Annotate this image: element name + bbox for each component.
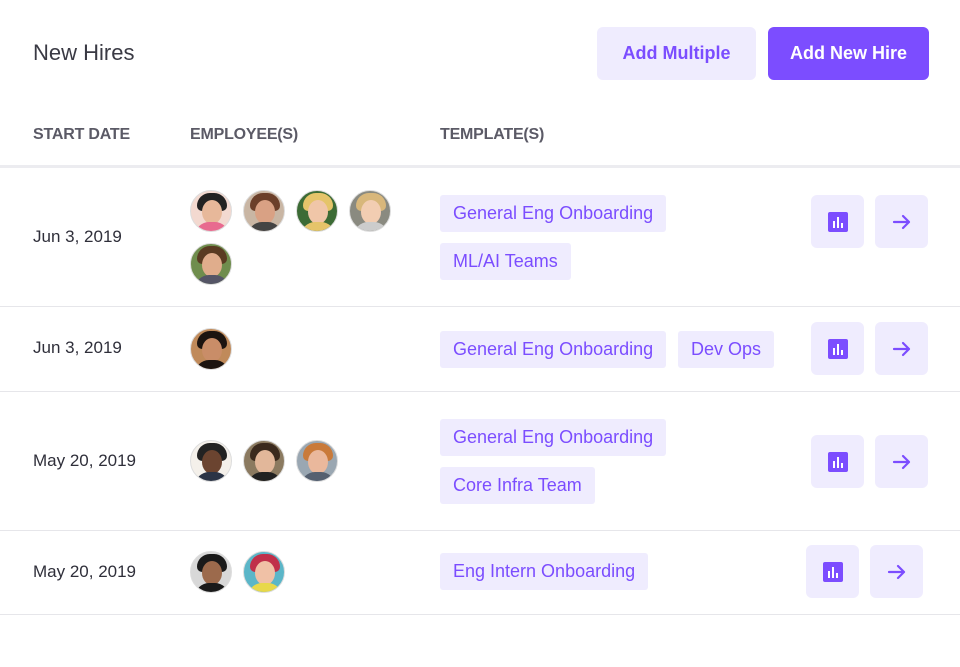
- bar-chart-icon: [827, 338, 848, 359]
- column-header-start-date[interactable]: START DATE: [33, 126, 130, 143]
- column-header-templates: TEMPLATE(S): [440, 126, 545, 143]
- column-header-employees[interactable]: EMPLOYEE(S): [190, 126, 299, 143]
- arrow-right-icon: [892, 454, 910, 469]
- open-button[interactable]: [870, 545, 923, 598]
- bar-chart-icon: [827, 451, 848, 472]
- report-button[interactable]: [811, 322, 864, 375]
- open-button[interactable]: [875, 322, 928, 375]
- add-multiple-button[interactable]: Add Multiple: [597, 27, 756, 80]
- report-button[interactable]: [811, 195, 864, 248]
- template-tag[interactable]: Dev Ops: [678, 331, 775, 368]
- avatar[interactable]: [243, 551, 285, 593]
- start-date: Jun 3, 2019: [33, 227, 122, 246]
- avatar[interactable]: [190, 243, 232, 285]
- bar-chart-icon: [822, 561, 843, 582]
- report-button[interactable]: [811, 435, 864, 488]
- avatar[interactable]: [190, 440, 232, 482]
- table-row[interactable]: May 20, 2019 Eng Intern Onboarding: [0, 531, 960, 615]
- avatar[interactable]: [190, 190, 232, 232]
- table-row[interactable]: Jun 3, 2019 General Eng Onboarding ML/AI…: [0, 168, 960, 307]
- table-row[interactable]: Jun 3, 2019 General Eng Onboarding Dev O…: [0, 307, 960, 392]
- template-tag[interactable]: General Eng Onboarding: [440, 331, 667, 368]
- arrow-right-icon: [892, 341, 910, 356]
- avatar[interactable]: [190, 328, 232, 370]
- template-tag[interactable]: Eng Intern Onboarding: [440, 553, 649, 590]
- arrow-right-icon: [892, 214, 910, 229]
- bar-chart-icon: [827, 211, 848, 232]
- table-row[interactable]: May 20, 2019 General Eng Onboarding Core…: [0, 392, 960, 531]
- start-date: May 20, 2019: [33, 451, 137, 470]
- report-button[interactable]: [806, 545, 859, 598]
- template-tag[interactable]: General Eng Onboarding: [440, 195, 667, 232]
- add-new-hire-button[interactable]: Add New Hire: [768, 27, 929, 80]
- avatar[interactable]: [190, 551, 232, 593]
- start-date: Jun 3, 2019: [33, 338, 122, 357]
- open-button[interactable]: [875, 435, 928, 488]
- avatar[interactable]: [296, 190, 338, 232]
- avatar[interactable]: [243, 440, 285, 482]
- avatar[interactable]: [349, 190, 391, 232]
- template-tag[interactable]: ML/AI Teams: [440, 243, 571, 280]
- start-date: May 20, 2019: [33, 562, 137, 581]
- header-divider: [0, 165, 960, 168]
- template-tag[interactable]: Core Infra Team: [440, 467, 595, 504]
- template-tag[interactable]: General Eng Onboarding: [440, 419, 667, 456]
- open-button[interactable]: [875, 195, 928, 248]
- arrow-right-icon: [887, 564, 905, 579]
- page-title: New Hires: [33, 40, 135, 65]
- avatar[interactable]: [243, 190, 285, 232]
- avatar[interactable]: [296, 440, 338, 482]
